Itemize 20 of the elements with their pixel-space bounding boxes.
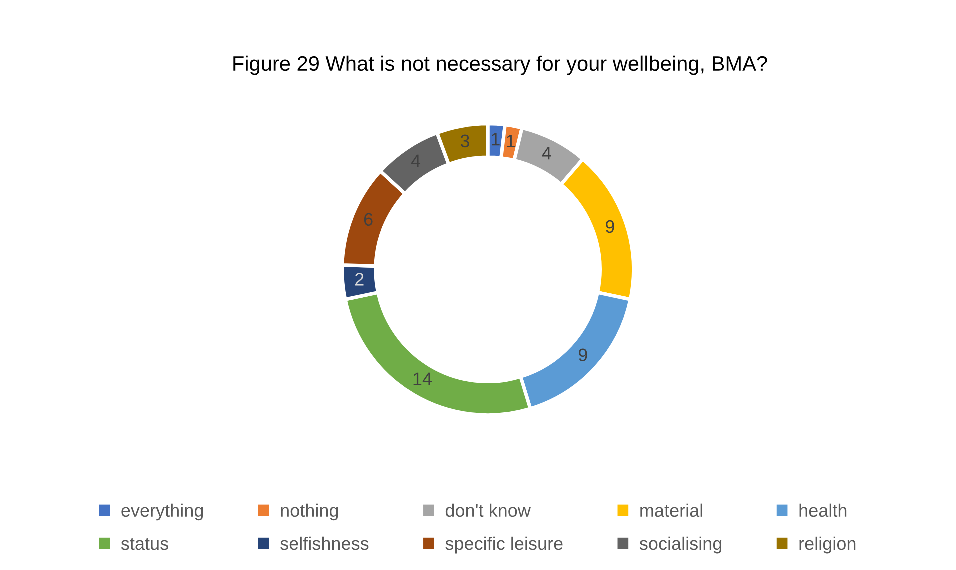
data-label: 9 (578, 348, 588, 362)
legend-label: specific leisure (446, 536, 563, 554)
legend-label: material (640, 504, 702, 518)
data-label: 14 (414, 372, 432, 386)
data-label: 1 (507, 134, 515, 148)
data-label: 2 (356, 273, 364, 286)
legend-label: nothing (281, 504, 338, 521)
legend-label: everything (122, 504, 204, 521)
legend-label: don't know (446, 504, 531, 518)
chart-title: Figure 29 What is not necessary for your wellbeing, BMA? (234, 56, 768, 76)
legend-label: status (121, 538, 168, 550)
legend-label: socialising (640, 536, 722, 554)
data-label: 9 (606, 220, 614, 234)
data-label: 1 (492, 133, 500, 146)
legend-label: health (800, 504, 847, 518)
data-label: 6 (364, 213, 373, 226)
data-label: 3 (460, 134, 470, 148)
data-label: 4 (542, 147, 552, 160)
legend-label: religion (800, 536, 856, 554)
legend-label: selfishness (280, 536, 369, 550)
